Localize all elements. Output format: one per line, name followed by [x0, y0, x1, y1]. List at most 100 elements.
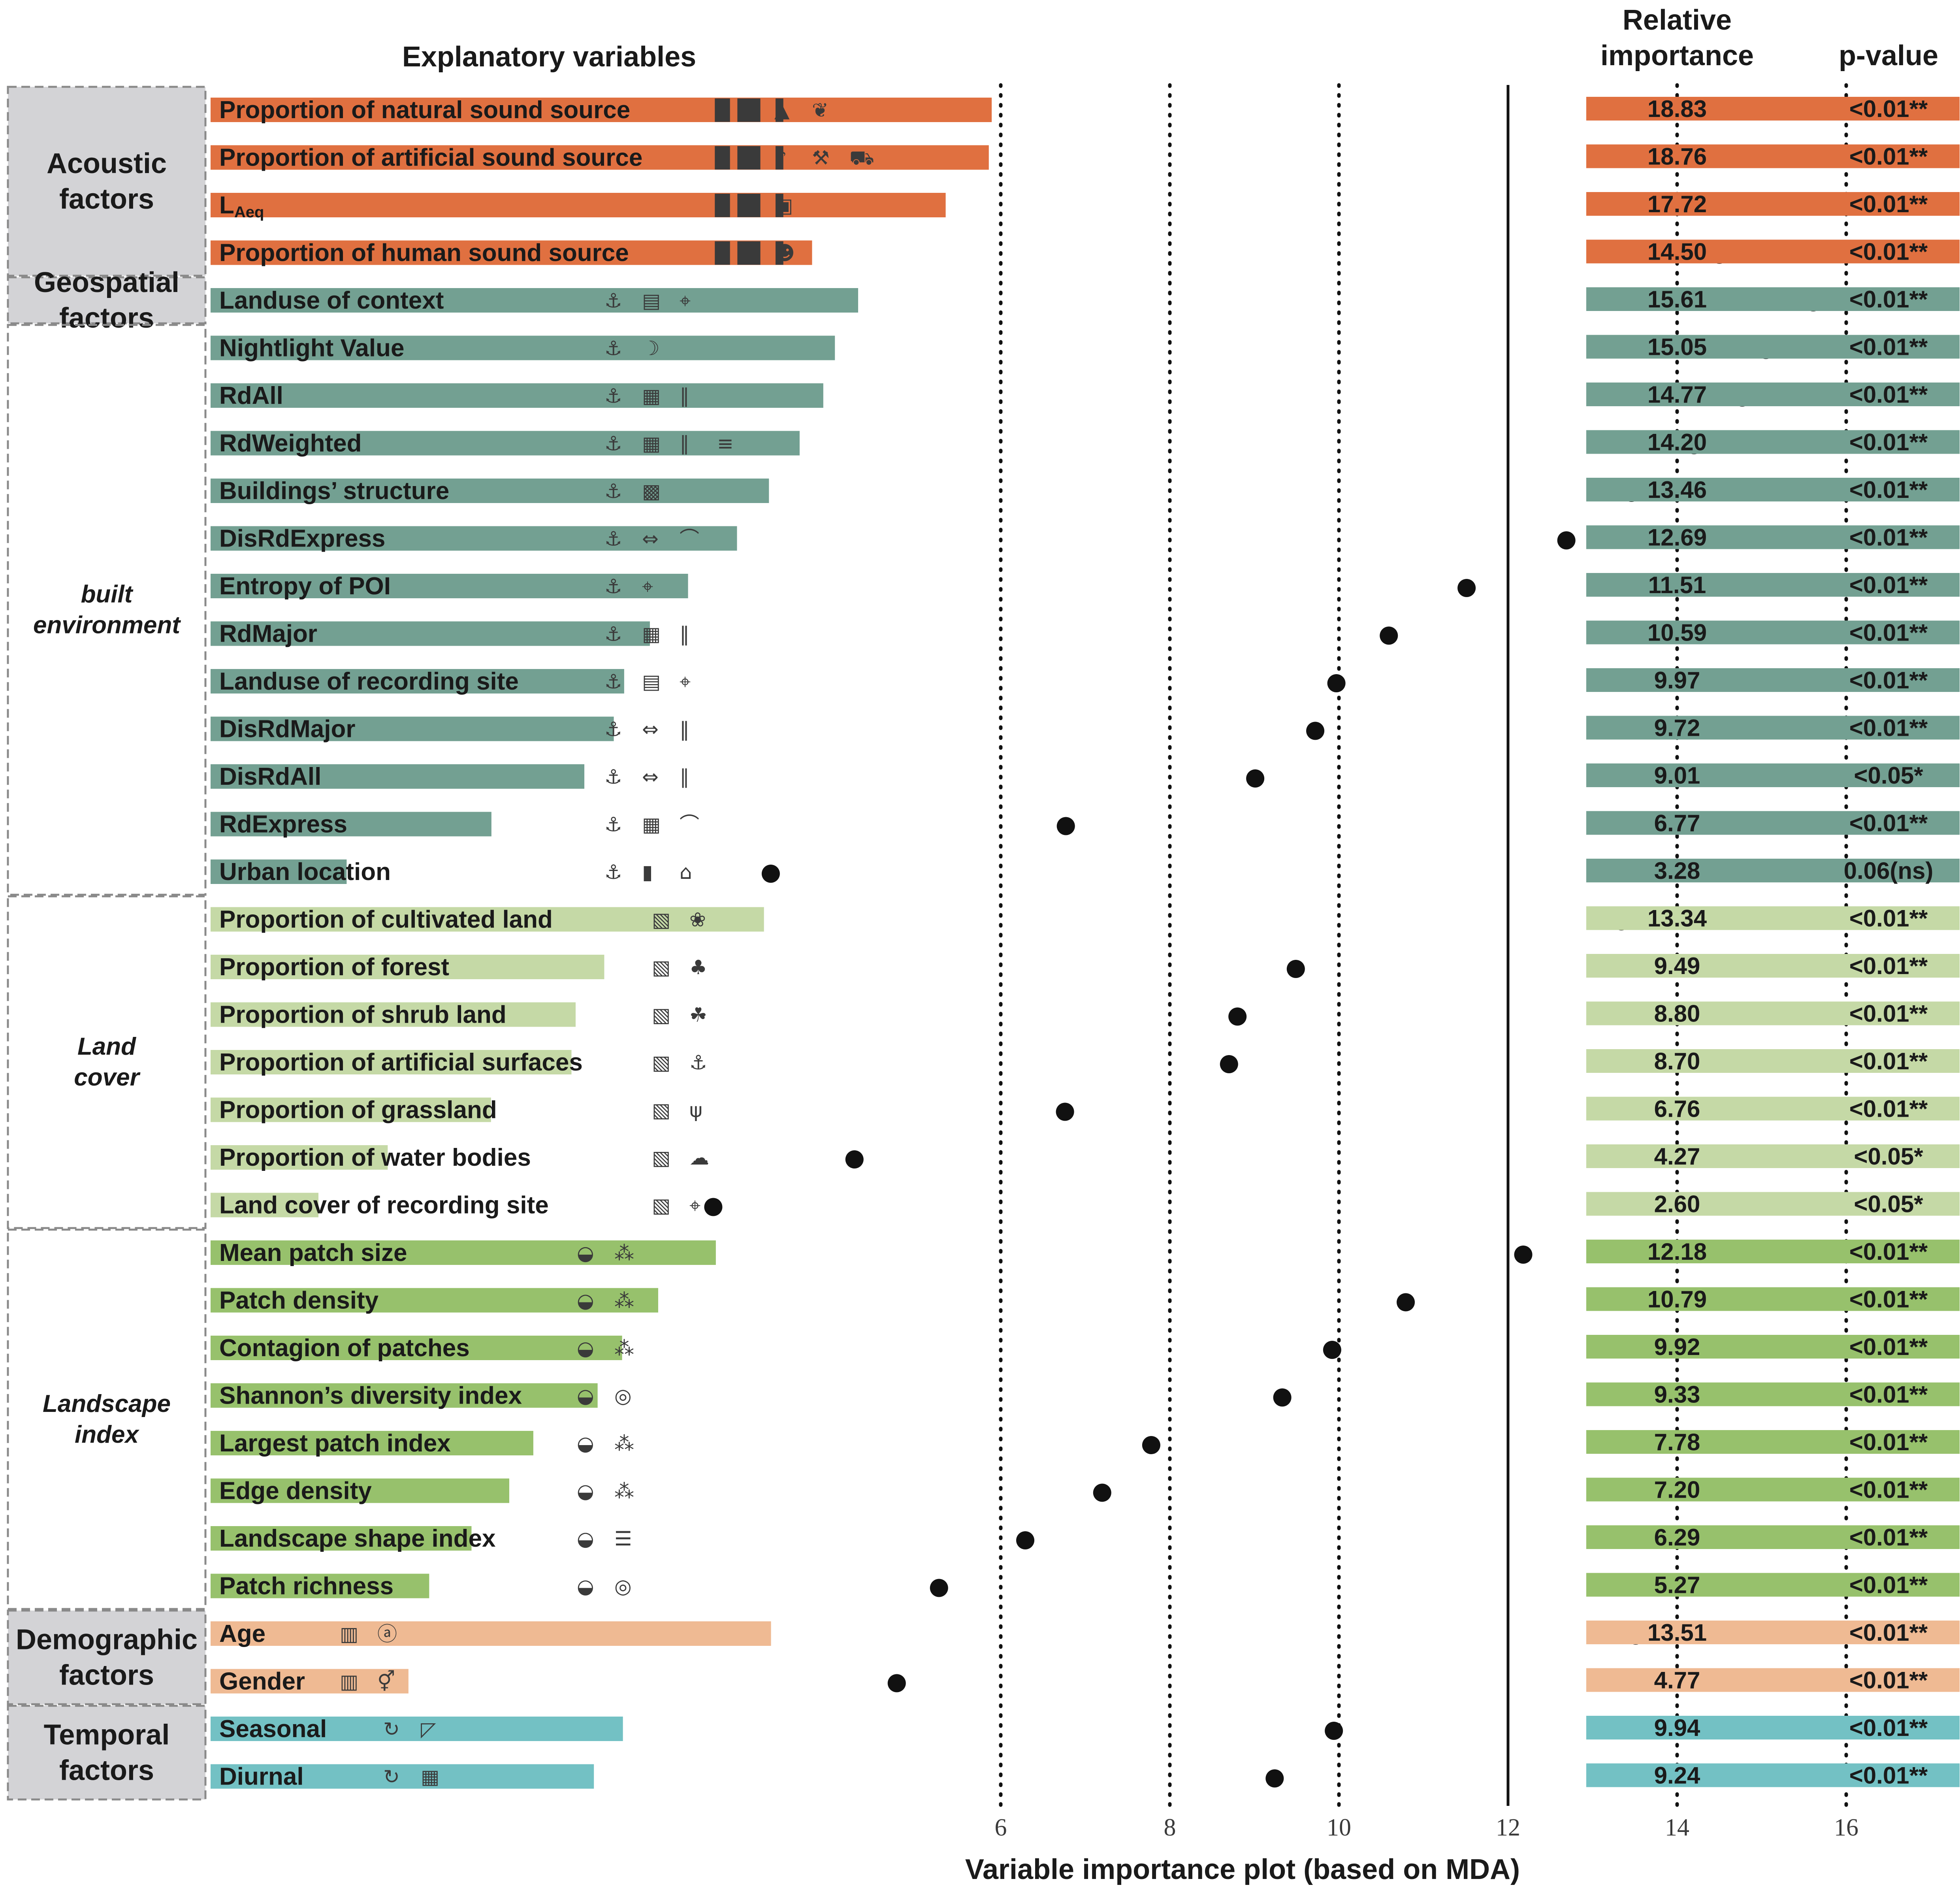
group-label-line: Temporal [44, 1719, 170, 1751]
variable-label: RdAll [219, 382, 283, 409]
importance-bar [211, 1193, 318, 1217]
importance-value: 5.27 [1654, 1572, 1700, 1598]
grid-map-icon: ▦ [642, 432, 661, 455]
group-label-line: factors [59, 183, 154, 215]
x-tick-label: 8 [1164, 1814, 1176, 1841]
group-box [7, 276, 207, 324]
crane-icon: ⚓ [604, 432, 622, 455]
importance-bar [211, 764, 585, 789]
moon-stars-icon: ☽ [642, 337, 660, 360]
landscape-icon: ◒ [577, 1385, 594, 1408]
forest-icon: ♣ [689, 956, 707, 979]
importance-bar [211, 907, 764, 932]
p-value-cell: <0.01** [1849, 286, 1928, 313]
importance-point [761, 865, 780, 883]
variable-row: DisRdMajor ⚓ ⇔ ‖ 9.72 <0.01** [211, 715, 1960, 743]
importance-value: 6.76 [1654, 1096, 1700, 1122]
variable-label: Patch density [219, 1287, 379, 1314]
table-row-background [1586, 620, 1960, 645]
variable-label: Proportion of cultivated land [219, 906, 553, 933]
group-demographic: Demographic factors [7, 1609, 207, 1706]
importance-value: 8.70 [1654, 1048, 1700, 1074]
importance-value: 2.60 [1654, 1191, 1700, 1217]
variable-label: RdExpress [219, 811, 347, 838]
importance-value: 3.28 [1654, 857, 1700, 884]
x-tick-label: 6 [995, 1814, 1007, 1841]
importance-bar [211, 1288, 658, 1313]
header-p-value: p-value [1839, 40, 1938, 72]
p-value-cell: <0.01** [1849, 1619, 1928, 1646]
group-box [7, 1229, 207, 1610]
id-card-icon: ▥ [340, 1670, 358, 1693]
variable-row: Proportion of human sound source ▐▌█▌▐☻ 14… [211, 239, 1960, 267]
network-icon: ⁂ [614, 1480, 634, 1503]
variable-row: Entropy of POI ⚓ ⌖ 11.51 <0.01** [211, 572, 1960, 600]
crane-icon: ⚓ [604, 813, 622, 836]
season-icon: ◸ [421, 1718, 436, 1741]
cycle-icon: ↻ [383, 1718, 400, 1741]
variable-row: Proportion of natural sound source ▐▌█▌▐▲… [211, 96, 1960, 124]
importance-bar [211, 1097, 491, 1122]
table-row-background [1586, 478, 1960, 501]
variable-row: Patch density ◒ ⁂ 10.79 <0.01** [211, 1286, 1960, 1314]
group-label-line: environment [33, 611, 181, 639]
table-row-background [1586, 716, 1960, 740]
crane-icon: ⚓ [604, 528, 622, 550]
group-labels: Acoustic factors Geospatial factors built env… [7, 86, 207, 1801]
table-row-background [1586, 1621, 1960, 1644]
variable-label: Shannon’s diversity index [219, 1382, 522, 1410]
landscape-icon: ◒ [577, 1527, 594, 1550]
variable-label-subscript: Aeq [234, 204, 264, 221]
waveform-icon: ▐▌█▌▐ [707, 146, 783, 170]
importance-bar [211, 1383, 598, 1408]
importance-value: 9.72 [1654, 715, 1700, 741]
variable-row: LAeq ▐▌█▌▐▣ 17.72 <0.01** [211, 191, 1960, 221]
network-icon: ⁂ [614, 1242, 634, 1265]
x-tick-label: 12 [1496, 1814, 1520, 1841]
p-value-cell: <0.01** [1849, 905, 1928, 932]
variable-row: Proportion of artificial sound source ▐▌█… [211, 143, 1960, 171]
x-axis-ticks: 681012141618 [995, 1814, 1859, 1841]
importance-bar [211, 431, 800, 456]
group-landcover: Land cover [7, 895, 207, 1229]
p-value-cell: <0.01** [1849, 667, 1928, 694]
variable-row: Shannon’s diversity index ◒ ◎ 9.33 <0.01** [211, 1381, 1960, 1410]
p-value-cell: <0.01** [1849, 1238, 1928, 1265]
importance-value: 12.18 [1647, 1238, 1707, 1265]
variable-label: DisRdMajor [219, 716, 355, 743]
landcover-map-icon: ▧ [652, 1194, 670, 1217]
variable-label: RdWeighted [219, 430, 362, 457]
group-temporal: Temporal factors [7, 1705, 207, 1801]
x-tick-label: 10 [1327, 1814, 1351, 1841]
importance-value: 9.01 [1654, 762, 1700, 789]
p-value-cell: <0.01** [1849, 1001, 1928, 1027]
p-value-cell: <0.01** [1849, 143, 1928, 170]
variable-label: Age [219, 1620, 265, 1647]
group-label-line: factors [59, 302, 154, 334]
p-value-cell: <0.05* [1854, 1191, 1923, 1217]
group-box [7, 895, 207, 1229]
importance-bar [211, 240, 812, 265]
importance-point [1306, 722, 1325, 740]
table-row-background [1586, 811, 1960, 835]
p-value-cell: <0.01** [1849, 620, 1928, 646]
table-row-background [1586, 1716, 1960, 1739]
location-pin-icon: ⌖ [680, 670, 691, 693]
importance-point [1228, 1007, 1247, 1026]
map-icon: ▤ [642, 670, 661, 693]
grid-map-icon: ▦ [642, 813, 661, 836]
shrub-icon: ☘ [689, 1004, 707, 1027]
variable-label: Landuse of context [219, 287, 444, 314]
farmland-icon: ❀ [689, 908, 706, 931]
variable-label: Diurnal [219, 1763, 304, 1790]
table-row-background [1586, 763, 1960, 787]
table-row-background [1586, 1573, 1960, 1597]
importance-value: 9.94 [1654, 1715, 1700, 1741]
crane-icon: ⚓ [604, 670, 622, 693]
landcover-map-icon: ▧ [652, 1146, 670, 1169]
table-row-background [1586, 525, 1960, 549]
lines-icon: ≡ [717, 432, 734, 455]
p-value-cell: <0.05* [1854, 1143, 1923, 1170]
header-explanatory-variables: Explanatory variables [402, 41, 696, 73]
variable-label: Proportion of human sound source [219, 239, 629, 267]
